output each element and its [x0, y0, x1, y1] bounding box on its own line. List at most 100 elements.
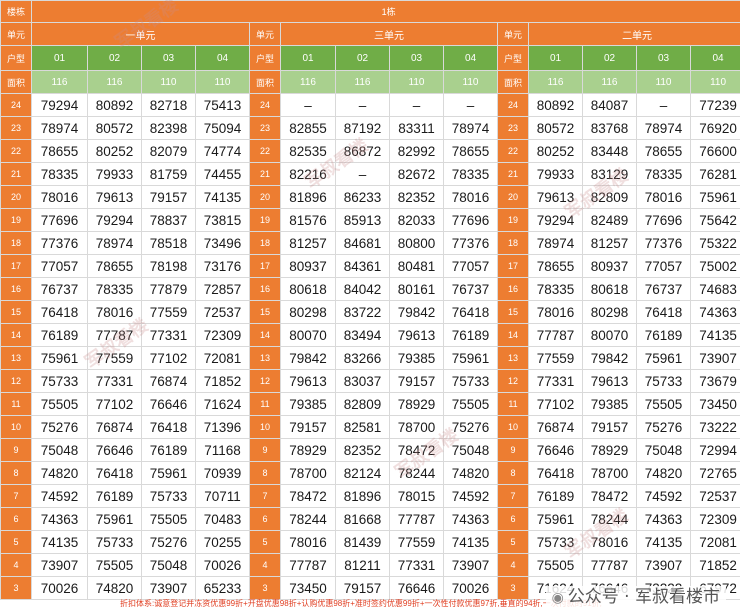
price-cell: –: [389, 93, 444, 117]
price-cell: 79157: [582, 415, 637, 439]
price-cell: 75961: [443, 346, 498, 370]
price-cell: 84681: [335, 231, 390, 255]
floor-number: 13: [249, 346, 281, 370]
price-cell: 73907: [141, 576, 196, 600]
price-cell: 76600: [689, 139, 740, 163]
floor-number: 3: [0, 576, 32, 600]
floor-number: 5: [497, 530, 529, 554]
price-cell: 77787: [582, 553, 637, 577]
floor-number: 5: [0, 530, 32, 554]
floor-number: 6: [0, 507, 32, 531]
price-cell: 82398: [141, 116, 196, 140]
price-cell: 76189: [443, 323, 498, 347]
price-cell: 75276: [443, 415, 498, 439]
price-cell: 79385: [389, 346, 444, 370]
price-cell: 81257: [582, 231, 637, 255]
type-label: 户型: [497, 45, 529, 71]
floor-number: 14: [497, 323, 529, 347]
floor-number: 4: [0, 553, 32, 577]
price-cell: 73815: [195, 208, 250, 232]
price-cell: 79385: [582, 392, 637, 416]
price-cell: 73450: [689, 392, 740, 416]
price-cell: 77057: [443, 254, 498, 278]
price-cell: 85913: [335, 208, 390, 232]
floor-number: 21: [497, 162, 529, 186]
floor-number: 4: [497, 553, 529, 577]
price-cell: 77102: [141, 346, 196, 370]
price-cell: 73176: [195, 254, 250, 278]
price-cell: 83311: [389, 116, 444, 140]
price-cell: 83722: [335, 300, 390, 324]
price-cell: 72081: [689, 530, 740, 554]
building-label: 楼栋: [0, 0, 32, 23]
price-cell: 78015: [389, 484, 444, 508]
floor-number: 21: [0, 162, 32, 186]
price-cell: 82581: [335, 415, 390, 439]
price-cell: 75002: [689, 254, 740, 278]
price-cell: 75276: [141, 530, 196, 554]
price-cell: 74820: [31, 461, 88, 485]
price-cell: 75505: [141, 507, 196, 531]
price-cell: 78472: [389, 438, 444, 462]
price-cell: 80298: [582, 300, 637, 324]
table-row: 14 76189 77787 77331 72309 14 80070 83494 79613 7…: [0, 323, 740, 347]
floor-number: 24: [0, 93, 32, 117]
price-cell: 73679: [689, 369, 740, 393]
price-cell: 80618: [280, 277, 336, 301]
floor-number: 6: [497, 507, 529, 531]
unit-label: 单元: [0, 22, 32, 46]
price-cell: 74820: [636, 461, 691, 485]
floor-number: 15: [497, 300, 529, 324]
price-cell: 76646: [87, 438, 142, 462]
price-cell: 71168: [195, 438, 250, 462]
area-cell: 116: [582, 70, 637, 94]
price-cell: 76737: [31, 277, 88, 301]
table-row: 21 78335 79933 81759 74455 21 82216–82672 78335…: [0, 162, 740, 186]
price-cell: 79842: [280, 346, 336, 370]
price-cell: 79613: [582, 369, 637, 393]
price-cell: 79385: [280, 392, 336, 416]
table-row: 23 78974 80572 82398 75094 23 82855 87192 83311 7…: [0, 116, 740, 140]
price-cell: 81257: [280, 231, 336, 255]
price-cell: 78198: [141, 254, 196, 278]
price-cell: 80298: [280, 300, 336, 324]
price-cell: 78335: [443, 162, 498, 186]
price-cell: 77376: [443, 231, 498, 255]
floor-number: 20: [0, 185, 32, 209]
price-cell: 82352: [389, 185, 444, 209]
price-cell: 75048: [636, 438, 691, 462]
unit-row: 单元 一单元 单元 三单元 单元 二单元: [0, 22, 740, 46]
floor-number: 10: [249, 415, 281, 439]
price-cell: 78974: [443, 116, 498, 140]
price-cell: 78655: [87, 254, 142, 278]
price-cell: 79294: [528, 208, 583, 232]
floor-number: 12: [0, 369, 32, 393]
price-cell: 78016: [280, 530, 336, 554]
price-cell: 77696: [31, 208, 88, 232]
price-cell: 78700: [389, 415, 444, 439]
price-cell: 76418: [443, 300, 498, 324]
price-cell: 75505: [443, 392, 498, 416]
price-cell: 80937: [280, 254, 336, 278]
type-cell: 02: [335, 45, 390, 71]
floor-number: 15: [249, 300, 281, 324]
floor-number: 7: [249, 484, 281, 508]
floor-number: 23: [497, 116, 529, 140]
price-cell: 75276: [31, 415, 88, 439]
table-row: 22 78655 80252 82079 74774 22 82535 86872 82992 7…: [0, 139, 740, 163]
area-label: 面积: [249, 70, 281, 94]
type-label: 户型: [249, 45, 281, 71]
area-label: 面积: [0, 70, 32, 94]
floor-number: 9: [0, 438, 32, 462]
floor-number: 14: [249, 323, 281, 347]
price-cell: 77696: [443, 208, 498, 232]
area-cell: 116: [87, 70, 142, 94]
price-cell: 82216: [280, 162, 336, 186]
area-cell: 110: [141, 70, 196, 94]
price-cell: 78929: [582, 438, 637, 462]
price-cell: 74592: [443, 484, 498, 508]
price-cell: 75048: [31, 438, 88, 462]
floor-number: 24: [249, 93, 281, 117]
price-cell: 79933: [528, 162, 583, 186]
price-cell: 79294: [31, 93, 88, 117]
